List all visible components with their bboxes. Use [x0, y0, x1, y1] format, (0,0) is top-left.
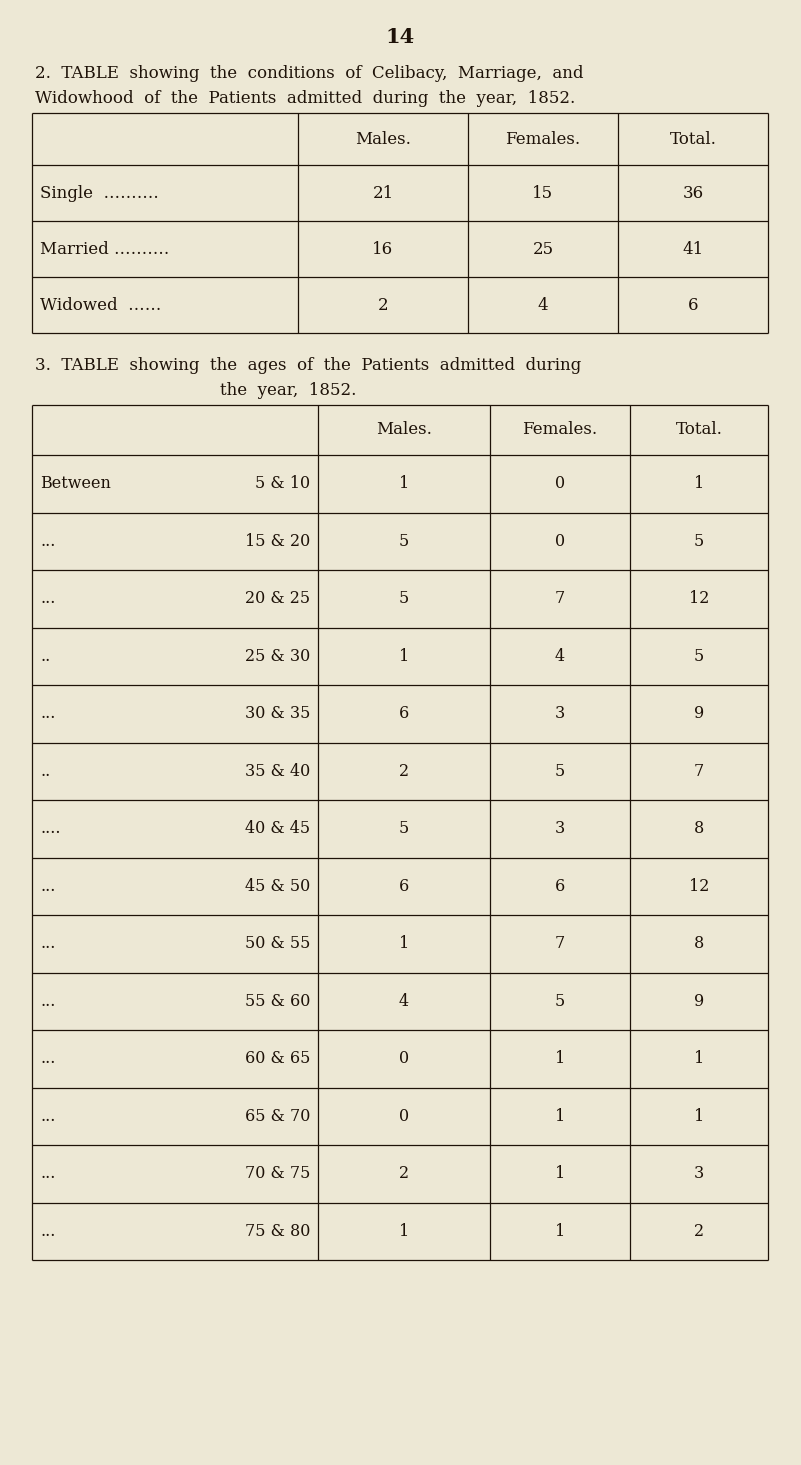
- Text: 7: 7: [694, 763, 704, 779]
- Text: ...: ...: [40, 1050, 55, 1067]
- Text: Females.: Females.: [505, 130, 581, 148]
- Text: 6: 6: [399, 878, 409, 895]
- Text: Males.: Males.: [355, 130, 411, 148]
- Text: 55 & 60: 55 & 60: [244, 993, 310, 1009]
- Text: 25: 25: [533, 240, 553, 258]
- Text: 0: 0: [399, 1050, 409, 1067]
- Text: 8: 8: [694, 935, 704, 952]
- Text: 30 & 35: 30 & 35: [244, 705, 310, 722]
- Text: 1: 1: [694, 475, 704, 492]
- Text: 1: 1: [399, 475, 409, 492]
- Text: 1: 1: [555, 1108, 566, 1125]
- Text: ...: ...: [40, 590, 55, 608]
- Text: ...: ...: [40, 533, 55, 549]
- Text: ...: ...: [40, 878, 55, 895]
- Text: 2: 2: [399, 763, 409, 779]
- Text: 1: 1: [399, 1223, 409, 1239]
- Text: 5: 5: [399, 590, 409, 608]
- Text: 5: 5: [694, 648, 704, 665]
- Text: 25 & 30: 25 & 30: [245, 648, 310, 665]
- Text: 6: 6: [555, 878, 566, 895]
- Text: ...: ...: [40, 935, 55, 952]
- Text: 21: 21: [372, 185, 393, 202]
- Text: 3.  TABLE  showing  the  ages  of  the  Patients  admitted  during: 3. TABLE showing the ages of the Patient…: [35, 357, 582, 374]
- Text: Widowhood  of  the  Patients  admitted  during  the  year,  1852.: Widowhood of the Patients admitted durin…: [35, 89, 575, 107]
- Text: the  year,  1852.: the year, 1852.: [220, 382, 356, 398]
- Text: 5: 5: [555, 993, 566, 1009]
- Text: 12: 12: [689, 590, 709, 608]
- Text: 41: 41: [682, 240, 703, 258]
- Text: Single  ……….: Single ……….: [40, 185, 159, 202]
- Text: 1: 1: [555, 1050, 566, 1067]
- Text: 3: 3: [694, 1165, 704, 1182]
- Text: 1: 1: [399, 648, 409, 665]
- Text: ...: ...: [40, 993, 55, 1009]
- Text: Males.: Males.: [376, 422, 432, 438]
- Text: 2: 2: [399, 1165, 409, 1182]
- Text: ...: ...: [40, 1165, 55, 1182]
- Text: 5: 5: [694, 533, 704, 549]
- Text: 3: 3: [555, 820, 566, 838]
- Text: 70 & 75: 70 & 75: [244, 1165, 310, 1182]
- Text: 20 & 25: 20 & 25: [245, 590, 310, 608]
- Text: Females.: Females.: [522, 422, 598, 438]
- Text: 4: 4: [399, 993, 409, 1009]
- Text: 16: 16: [372, 240, 393, 258]
- Text: 5: 5: [399, 533, 409, 549]
- Text: 1: 1: [555, 1223, 566, 1239]
- Text: 1: 1: [555, 1165, 566, 1182]
- Text: 15: 15: [533, 185, 553, 202]
- Text: 1: 1: [694, 1050, 704, 1067]
- Text: ...: ...: [40, 705, 55, 722]
- Text: 7: 7: [555, 590, 566, 608]
- Text: 7: 7: [555, 935, 566, 952]
- Text: 40 & 45: 40 & 45: [245, 820, 310, 838]
- Text: 45 & 50: 45 & 50: [245, 878, 310, 895]
- Text: 60 & 65: 60 & 65: [244, 1050, 310, 1067]
- Text: 75 & 80: 75 & 80: [244, 1223, 310, 1239]
- Text: 4: 4: [555, 648, 565, 665]
- Text: 6: 6: [688, 296, 698, 314]
- Text: 36: 36: [682, 185, 703, 202]
- Text: 0: 0: [555, 475, 565, 492]
- Text: 50 & 55: 50 & 55: [244, 935, 310, 952]
- Text: 9: 9: [694, 705, 704, 722]
- Text: 1: 1: [694, 1108, 704, 1125]
- Text: Widowed  ……: Widowed ……: [40, 296, 161, 314]
- Text: 2: 2: [694, 1223, 704, 1239]
- Text: 15 & 20: 15 & 20: [245, 533, 310, 549]
- Text: Between: Between: [40, 475, 111, 492]
- Text: Married ……….: Married ……….: [40, 240, 169, 258]
- Text: 65 & 70: 65 & 70: [244, 1108, 310, 1125]
- Text: 5: 5: [555, 763, 566, 779]
- Text: 12: 12: [689, 878, 709, 895]
- Text: 6: 6: [399, 705, 409, 722]
- Text: ..: ..: [40, 648, 50, 665]
- Text: 2: 2: [378, 296, 388, 314]
- Text: 1: 1: [399, 935, 409, 952]
- Text: 35 & 40: 35 & 40: [245, 763, 310, 779]
- Text: Total.: Total.: [675, 422, 723, 438]
- Text: ..: ..: [40, 763, 50, 779]
- Text: 0: 0: [555, 533, 565, 549]
- Text: ....: ....: [40, 820, 61, 838]
- Text: 0: 0: [399, 1108, 409, 1125]
- Text: 9: 9: [694, 993, 704, 1009]
- Text: 2.  TABLE  showing  the  conditions  of  Celibacy,  Marriage,  and: 2. TABLE showing the conditions of Celib…: [35, 64, 583, 82]
- Text: 4: 4: [537, 296, 549, 314]
- Text: 3: 3: [555, 705, 566, 722]
- Text: Total.: Total.: [670, 130, 716, 148]
- Text: ...: ...: [40, 1223, 55, 1239]
- Text: 5 & 10: 5 & 10: [255, 475, 310, 492]
- Text: 5: 5: [399, 820, 409, 838]
- Text: 14: 14: [385, 26, 415, 47]
- Text: ...: ...: [40, 1108, 55, 1125]
- Text: 8: 8: [694, 820, 704, 838]
